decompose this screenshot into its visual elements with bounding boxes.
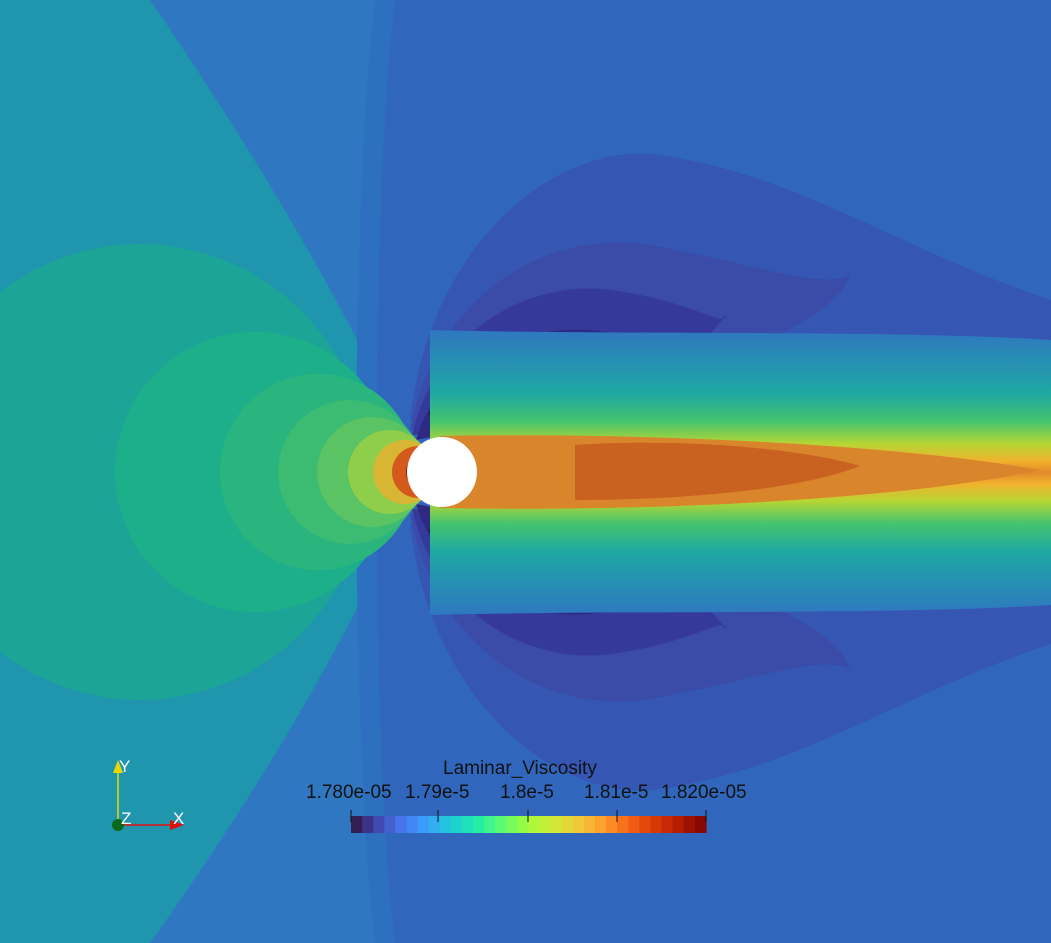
colorbar-tick-1: 1.79e-5 bbox=[405, 782, 470, 803]
colorbar-swatch bbox=[650, 816, 663, 833]
colorbar-swatch bbox=[572, 816, 585, 833]
colorbar-swatch bbox=[461, 816, 474, 833]
colorbar-swatch bbox=[395, 816, 408, 833]
colorbar-swatch bbox=[595, 816, 607, 833]
colorbar-swatch bbox=[473, 816, 485, 833]
colorbar-swatch bbox=[694, 816, 707, 833]
colorbar-swatch bbox=[683, 816, 696, 833]
colorbar-title: Laminar_Viscosity bbox=[443, 758, 597, 779]
colorbar bbox=[350, 810, 707, 833]
colorbar-swatch bbox=[351, 816, 363, 833]
colorbar-swatch bbox=[428, 816, 441, 833]
colorbar-tick-2: 1.8e-5 bbox=[500, 782, 554, 803]
colorbar-swatch bbox=[583, 816, 596, 833]
wake-core-2 bbox=[575, 442, 860, 500]
y-axis-label: Y bbox=[119, 757, 131, 776]
colorbar-tick-max: 1.820e-05 bbox=[661, 782, 747, 803]
colorbar-tick-3: 1.81e-5 bbox=[584, 782, 649, 803]
colorbar-swatch bbox=[506, 816, 519, 833]
colorbar-swatch bbox=[362, 816, 374, 833]
x-axis-label: X bbox=[173, 809, 185, 828]
colorbar-swatch bbox=[617, 816, 629, 833]
colorbar-swatch bbox=[517, 816, 530, 833]
colorbar-tick-min: 1.780e-05 bbox=[306, 782, 392, 803]
colorbar-swatch bbox=[439, 816, 452, 833]
colorbar-swatch bbox=[406, 816, 419, 833]
colorbar-swatch bbox=[495, 816, 507, 833]
colorbar-swatch bbox=[639, 816, 652, 833]
colorbar-swatch bbox=[550, 816, 563, 833]
colorbar-swatch bbox=[606, 816, 618, 833]
colorbar-swatch bbox=[484, 816, 496, 833]
colorbar-swatch bbox=[561, 816, 574, 833]
colorbar-swatch bbox=[539, 816, 552, 833]
colorbar-swatch bbox=[672, 816, 685, 833]
y-axis-arrowhead bbox=[113, 760, 123, 773]
cylinder-obstacle bbox=[407, 437, 477, 507]
x-axis-arrowhead bbox=[170, 820, 184, 830]
colorbar-swatch bbox=[661, 816, 674, 833]
colorbar-swatch bbox=[528, 816, 541, 833]
colorbar-swatch bbox=[373, 816, 385, 833]
colorbar-swatch bbox=[628, 816, 641, 833]
z-axis-marker bbox=[112, 819, 124, 831]
z-axis-label: Z bbox=[121, 809, 132, 828]
colorbar-swatch bbox=[384, 816, 396, 833]
colorbar-swatch bbox=[417, 816, 430, 833]
colorbar-swatch bbox=[450, 816, 463, 833]
